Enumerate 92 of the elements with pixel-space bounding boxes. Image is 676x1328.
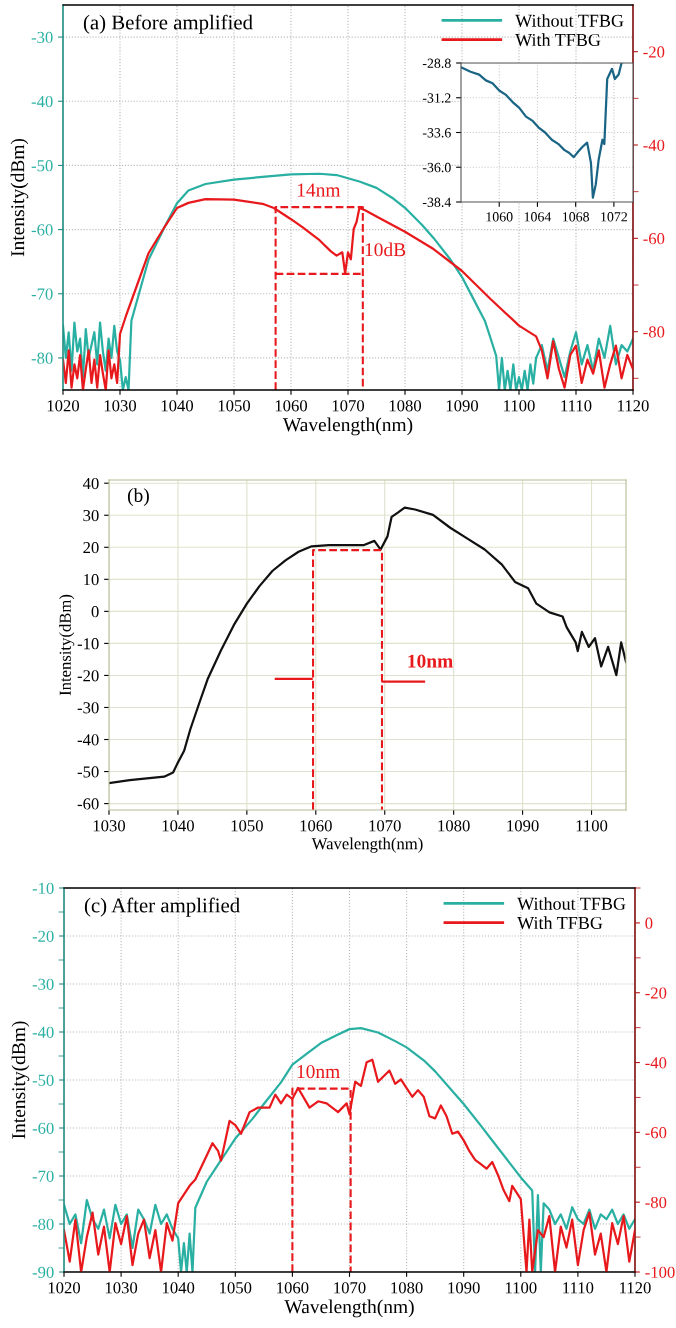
chart-title: (c) After amplified [84,897,240,917]
y-tick-label: -90 [32,1266,54,1278]
x-tick-label: 1040 [162,820,194,832]
y-tick-label: -50 [32,1074,54,1086]
x-tick-label: 1100 [505,1282,537,1294]
legend-label: With TFBG [517,916,603,930]
y-tick-label: -50 [31,160,53,172]
y-tick-label: -40 [31,95,53,108]
x-tick-label: 1080 [438,820,470,832]
y-tick-label: -30 [32,978,54,990]
y-axis-title: Intensity(dBm) [10,138,29,257]
y-tick-label: -10 [32,882,54,894]
y-tick-label: -40 [77,734,99,746]
y-tick-label: -30 [77,702,99,714]
y-tick-label: -70 [31,288,53,300]
y-tick-label: -33.6 [422,128,451,138]
y-tick-label: -31.2 [422,93,451,103]
x-tick-label: 1120 [618,400,649,412]
y2-tick-label: -80 [645,1196,667,1209]
x-tick-label: 1064 [524,212,552,222]
legend-label: Without TFBG [515,14,624,27]
y-tick-label: -40 [32,1026,54,1038]
x-tick-label: 1100 [504,400,535,412]
x-tick-label: 1090 [446,400,479,412]
y-tick-label: -20 [32,930,54,942]
y-axis-title: Intensity(dBm) [59,594,75,696]
y-tick-label: 0 [91,606,99,618]
x-tick-label: 1020 [48,1282,81,1294]
x-tick-label: 1110 [561,400,592,412]
y2-tick-label: -80 [643,326,665,338]
y-tick-label: -10 [77,638,99,650]
x-tick-label: 1060 [277,1282,309,1294]
y-tick-label: 40 [82,477,99,490]
annotation: 14nm [297,183,341,197]
x-tick-label: 1040 [161,400,194,412]
y-tick-label: -60 [32,1122,54,1134]
y-tick-label: 30 [83,509,99,522]
y-tick-label: -80 [31,352,53,364]
x-tick-label: 1050 [218,400,251,412]
y-tick-label: -38.4 [422,197,452,208]
x-tick-label: 1070 [369,820,401,832]
chart-title: (a) Before amplified [83,14,253,34]
x-axis-title: Wavelength(nm) [284,1299,414,1318]
x-tick-label: 1100 [576,820,608,832]
x-tick-label: 1030 [93,820,126,832]
y2-tick-label: -100 [645,1266,675,1278]
x-tick-label: 1072 [601,212,628,222]
legend-label: Without TFBG [517,897,626,910]
y-axis-title: Intensity(dBm) [11,1021,30,1139]
x-tick-label: 1080 [391,1282,423,1294]
y-tick-label: -28.8 [422,58,451,69]
x-tick-label: 1060 [486,212,513,222]
x-tick-label: 1030 [104,400,137,412]
x-tick-label: 1050 [231,820,263,832]
x-tick-label: 1070 [334,1282,366,1294]
y2-tick-label: -40 [645,1057,667,1069]
x-axis-title: Wavelength(nm) [282,417,413,436]
x-tick-label: 1068 [563,212,590,222]
x-tick-label: 1080 [389,400,422,412]
x-tick-label: 1060 [300,820,332,832]
y-tick-label: -80 [32,1218,54,1230]
y-tick-label: -30 [31,31,53,44]
y2-tick-label: -60 [645,1127,667,1139]
y-tick-label: 10 [84,574,99,586]
x-tick-label: 1020 [47,400,80,412]
y-tick-label: -20 [77,670,99,682]
annotation: 10nm [297,1065,340,1079]
y-tick-label: -50 [77,766,99,778]
y-tick-label: -60 [77,798,99,810]
y-tick-label: -70 [32,1170,54,1182]
x-tick-label: 1090 [448,1282,480,1294]
x-tick-label: 1030 [105,1282,138,1294]
y2-tick-label: -40 [643,139,665,151]
y2-tick-label: 0 [645,917,653,929]
x-tick-label: 1110 [563,1282,594,1294]
x-tick-label: 1060 [275,400,308,412]
x-tick-label: 1070 [332,400,365,412]
x-axis-title: Wavelength(nm) [311,837,423,853]
x-tick-label: 1090 [507,820,539,832]
y2-tick-label: -20 [643,46,665,58]
y2-tick-label: -60 [643,233,665,245]
legend-label: With TFBG [515,33,601,47]
y-tick-label: -60 [31,224,53,236]
y-tick-label: 20 [83,541,99,554]
x-tick-label: 1040 [163,1282,195,1294]
annotation: 10dB [365,242,406,257]
x-tick-label: 1050 [220,1282,252,1294]
x-tick-label: 1120 [620,1282,651,1294]
y-tick-label: -36.0 [422,162,451,173]
annotation: 10nm [408,654,453,668]
y2-tick-label: -20 [645,987,667,999]
chart-title: (b) [127,488,149,506]
